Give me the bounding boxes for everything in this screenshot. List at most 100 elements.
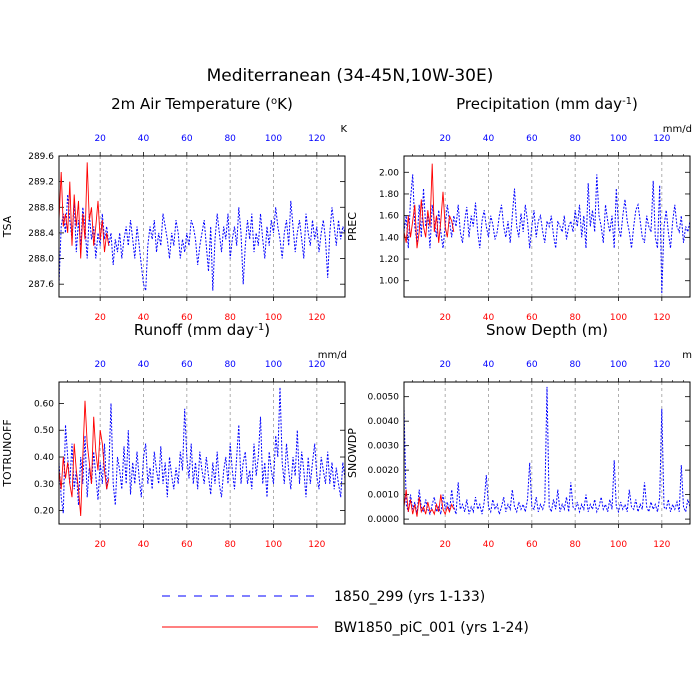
x-bottom-tick-label: 80: [224, 540, 236, 550]
legend-label-bw1850: BW1850_piC_001 (yrs 1-24): [334, 620, 529, 636]
x-bottom-tick-label: 20: [94, 540, 106, 550]
panel-title-snowdp: Snow Depth (m): [486, 321, 608, 339]
y-tick-label: 289.2: [28, 178, 54, 188]
y-tick-label: 0.0020: [368, 466, 400, 476]
x-top-tick-label: 100: [265, 360, 282, 370]
units-label: mm/d: [318, 350, 347, 361]
x-top-tick-label: 120: [308, 134, 325, 144]
y-tick-label: 1.20: [379, 255, 399, 265]
x-bottom-tick-label: 100: [610, 540, 627, 550]
x-top-tick-label: 120: [653, 360, 670, 370]
y-axis-label: TSA: [1, 215, 14, 238]
series-line-bw1850: [403, 163, 455, 249]
x-bottom-tick-label: 60: [526, 313, 538, 323]
x-top-tick-label: 20: [439, 360, 451, 370]
y-tick-label: 288.0: [28, 255, 54, 265]
panel-snowdp: Snow Depth (m) 20 40 60 80 100 120 20 40 60 80 100 1…: [346, 321, 692, 550]
y-tick-label: 289.6: [28, 152, 54, 162]
plot-frame: [58, 155, 346, 298]
x-top-tick-label: 40: [483, 360, 495, 370]
x-top-tick-label: 80: [224, 360, 236, 370]
y-axis-label: TOTRUNOFF: [1, 419, 14, 487]
y-axis-label: PREC: [346, 212, 359, 241]
x-bottom-tick-label: 100: [265, 313, 282, 323]
series-line-bw1850: [58, 162, 110, 259]
x-bottom-tick-label: 120: [653, 313, 670, 323]
x-top-tick-label: 100: [610, 360, 627, 370]
x-bottom-tick-label: 80: [224, 313, 236, 323]
y-tick-label: 288.4: [28, 229, 54, 239]
panel-title-totrunoff: Runoff (mm day-1): [134, 321, 270, 339]
x-bottom-tick-label: 120: [308, 540, 325, 550]
y-tick-label: 0.20: [34, 507, 54, 517]
x-top-tick-label: 60: [181, 360, 193, 370]
series-line-bw1850: [58, 400, 110, 517]
x-bottom-tick-label: 80: [569, 540, 581, 550]
panel-totrunoff: Runoff (mm day-1) 20 40 60 80 100 120 20 40 60 80 1…: [1, 321, 347, 550]
y-tick-label: 1.00: [379, 277, 399, 287]
panel-prec: Precipitation (mm day-1) 20 40 60 80 100 120 20…: [346, 95, 692, 323]
x-top-tick-label: 120: [308, 360, 325, 370]
x-top-tick-label: 20: [94, 360, 106, 370]
y-tick-label: 0.0030: [368, 442, 400, 452]
x-bottom-tick-label: 120: [653, 540, 670, 550]
y-tick-label: 0.0040: [368, 417, 400, 427]
x-top-tick-label: 20: [94, 134, 106, 144]
x-bottom-tick-label: 40: [138, 540, 150, 550]
panel-title-tsa: 2m Air Temperature (oK): [111, 95, 293, 113]
x-top-tick-label: 80: [569, 360, 581, 370]
x-top-tick-label: 80: [224, 134, 236, 144]
x-bottom-tick-label: 40: [483, 540, 495, 550]
panel-title-prec: Precipitation (mm day-1): [456, 95, 638, 113]
x-bottom-tick-label: 20: [439, 540, 451, 550]
series-line-1850: [403, 386, 691, 516]
y-axis-label: SNOWDP: [346, 428, 359, 478]
x-bottom-tick-label: 40: [483, 313, 495, 323]
x-bottom-tick-label: 20: [94, 313, 106, 323]
x-bottom-tick-label: 60: [181, 313, 193, 323]
series-line-1850: [58, 194, 346, 291]
x-bottom-tick-label: 40: [138, 313, 150, 323]
y-tick-label: 1.60: [379, 212, 399, 222]
y-tick-label: 0.0050: [368, 393, 400, 403]
x-bottom-tick-label: 80: [569, 313, 581, 323]
y-tick-label: 0.60: [34, 399, 54, 409]
x-bottom-tick-label: 100: [610, 313, 627, 323]
x-bottom-tick-label: 120: [308, 313, 325, 323]
plot-frame: [403, 381, 691, 525]
y-tick-label: 288.8: [28, 203, 54, 213]
y-tick-label: 0.0010: [368, 491, 400, 501]
x-top-tick-label: 60: [181, 134, 193, 144]
panel-tsa: 2m Air Temperature (oK) 20 40 60 80 100 120 20 4…: [1, 95, 347, 323]
y-tick-label: 0.30: [34, 480, 54, 490]
x-top-tick-label: 40: [138, 134, 150, 144]
plot-frame: [403, 155, 691, 298]
units-label: K: [340, 124, 347, 135]
series-line-bw1850: [403, 489, 455, 517]
x-top-tick-label: 60: [526, 360, 538, 370]
x-top-tick-label: 100: [610, 134, 627, 144]
figure-title: Mediterranean (34-45N,10W-30E): [207, 66, 494, 86]
x-top-tick-label: 80: [569, 134, 581, 144]
x-bottom-tick-label: 60: [181, 540, 193, 550]
plot-frame: [58, 381, 346, 525]
x-bottom-tick-label: 100: [265, 540, 282, 550]
x-top-tick-label: 100: [265, 134, 282, 144]
x-top-tick-label: 60: [526, 134, 538, 144]
y-tick-label: 287.6: [28, 280, 54, 290]
x-top-tick-label: 40: [138, 360, 150, 370]
legend-label-1850: 1850_299 (yrs 1-133): [334, 589, 485, 605]
y-tick-label: 1.80: [379, 190, 399, 200]
y-tick-label: 0.40: [34, 453, 54, 463]
x-top-tick-label: 120: [653, 134, 670, 144]
series-line-1850: [403, 174, 691, 294]
x-top-tick-label: 20: [439, 134, 451, 144]
units-label: mm/d: [663, 124, 692, 135]
x-top-tick-label: 40: [483, 134, 495, 144]
y-tick-label: 1.40: [379, 233, 399, 243]
legend: 1850_299 (yrs 1-133) BW1850_piC_001 (yrs…: [162, 589, 529, 636]
x-bottom-tick-label: 60: [526, 540, 538, 550]
units-label: m: [682, 350, 692, 361]
y-tick-label: 2.00: [379, 168, 399, 178]
